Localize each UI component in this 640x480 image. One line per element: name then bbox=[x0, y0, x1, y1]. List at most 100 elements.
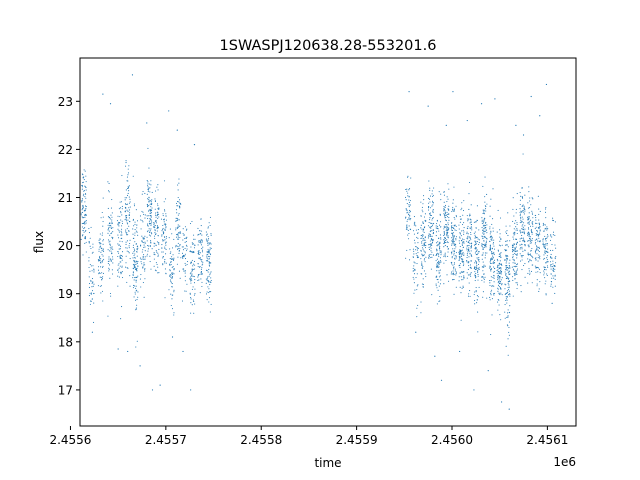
data-point bbox=[527, 272, 529, 275]
data-point bbox=[491, 255, 494, 257]
data-point bbox=[514, 262, 516, 264]
data-point bbox=[128, 196, 130, 198]
data-point bbox=[169, 248, 171, 250]
data-point bbox=[136, 231, 138, 233]
data-point bbox=[421, 263, 423, 265]
data-point bbox=[170, 280, 172, 282]
data-point bbox=[206, 279, 208, 281]
data-point bbox=[427, 237, 429, 239]
data-point bbox=[484, 176, 486, 178]
data-point bbox=[501, 283, 503, 285]
data-point bbox=[83, 227, 85, 230]
data-point bbox=[428, 235, 430, 237]
data-point bbox=[164, 224, 166, 226]
data-point bbox=[451, 244, 453, 246]
data-point bbox=[119, 201, 121, 203]
data-point bbox=[509, 295, 511, 297]
data-point bbox=[534, 239, 536, 241]
data-point bbox=[206, 260, 208, 262]
data-point bbox=[201, 259, 203, 261]
data-point bbox=[132, 218, 134, 221]
data-point bbox=[463, 254, 465, 257]
data-point bbox=[209, 265, 211, 267]
data-point bbox=[135, 287, 137, 289]
data-point bbox=[134, 234, 136, 236]
data-point bbox=[194, 303, 196, 305]
data-point bbox=[409, 209, 411, 211]
data-point bbox=[117, 251, 119, 253]
data-point bbox=[460, 239, 463, 241]
data-point bbox=[505, 299, 507, 301]
data-point bbox=[493, 262, 495, 265]
data-point bbox=[83, 231, 85, 233]
data-point bbox=[486, 193, 488, 196]
data-point bbox=[119, 254, 121, 256]
data-point bbox=[474, 252, 476, 254]
data-point bbox=[470, 243, 472, 245]
data-point bbox=[455, 271, 457, 273]
data-point bbox=[201, 264, 203, 266]
data-point bbox=[183, 234, 185, 236]
data-point bbox=[184, 241, 186, 243]
data-point bbox=[210, 247, 212, 249]
data-point bbox=[416, 262, 418, 265]
data-point bbox=[474, 303, 476, 305]
y-axis-label: flux bbox=[32, 231, 46, 253]
data-point bbox=[89, 270, 91, 272]
data-point bbox=[150, 184, 152, 186]
data-point bbox=[121, 174, 123, 177]
data-point bbox=[108, 223, 110, 225]
data-point bbox=[492, 227, 494, 229]
data-point bbox=[481, 276, 483, 278]
data-point bbox=[149, 187, 151, 189]
data-point bbox=[135, 307, 137, 309]
data-point bbox=[486, 203, 488, 205]
data-point bbox=[149, 218, 151, 220]
data-point bbox=[149, 245, 151, 247]
data-point bbox=[440, 279, 442, 281]
data-point bbox=[190, 312, 192, 314]
data-point bbox=[143, 268, 146, 270]
data-point bbox=[469, 290, 471, 292]
data-point bbox=[425, 275, 427, 278]
data-point bbox=[476, 299, 478, 301]
data-point bbox=[455, 246, 457, 248]
data-point bbox=[178, 238, 180, 240]
data-point bbox=[516, 288, 518, 290]
data-point bbox=[409, 228, 411, 230]
data-point bbox=[509, 293, 511, 296]
data-point bbox=[84, 242, 86, 244]
data-point bbox=[144, 278, 146, 280]
data-point bbox=[438, 191, 440, 193]
data-point bbox=[150, 268, 152, 270]
data-point bbox=[537, 257, 539, 259]
data-point bbox=[537, 240, 539, 242]
data-point bbox=[527, 258, 529, 260]
data-point bbox=[447, 251, 449, 253]
data-point bbox=[508, 286, 510, 288]
data-point bbox=[102, 265, 104, 267]
data-point bbox=[436, 253, 438, 255]
data-point bbox=[420, 312, 422, 314]
data-point bbox=[453, 263, 455, 265]
data-point bbox=[499, 245, 501, 247]
data-point bbox=[118, 225, 120, 227]
data-point bbox=[125, 203, 127, 205]
data-point bbox=[504, 244, 507, 246]
data-point bbox=[499, 287, 501, 289]
data-point bbox=[156, 230, 158, 232]
data-point bbox=[536, 279, 538, 281]
data-point bbox=[98, 248, 100, 250]
data-point bbox=[436, 279, 438, 281]
data-point bbox=[509, 305, 511, 307]
data-point bbox=[443, 233, 445, 235]
data-point bbox=[163, 180, 166, 182]
data-point bbox=[182, 255, 184, 257]
data-point bbox=[126, 209, 128, 211]
data-point bbox=[459, 264, 461, 267]
data-point bbox=[98, 273, 100, 275]
data-point bbox=[88, 232, 90, 234]
data-point bbox=[161, 235, 163, 237]
data-point bbox=[483, 219, 485, 221]
data-point bbox=[149, 223, 151, 225]
